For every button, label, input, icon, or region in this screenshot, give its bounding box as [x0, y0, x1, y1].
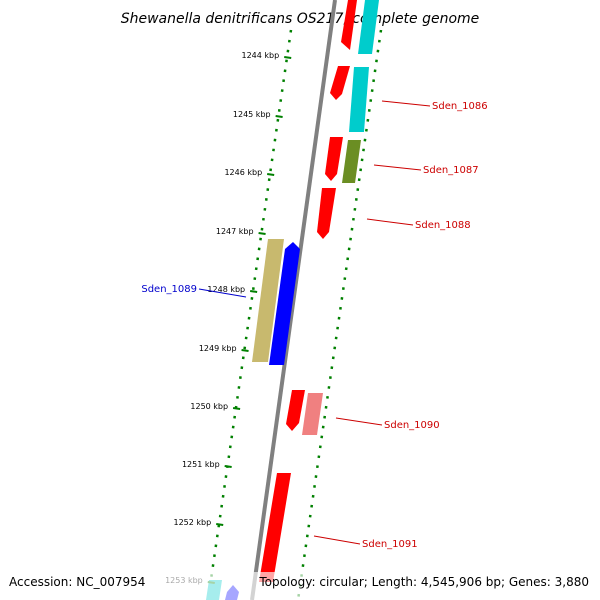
- kbp-tick-mark: [258, 232, 266, 235]
- gene-labels: Sden_1086 Sden_1087 Sden_1088 Sden_1089 Sden…: [141, 100, 488, 550]
- gene-red[interactable]: [325, 137, 343, 181]
- kbp-tick-label: 1251 kbp: [182, 460, 220, 469]
- gene-label[interactable]: Sden_1089: [141, 284, 197, 295]
- genome-backbone: [250, 0, 337, 600]
- gene-cyan[interactable]: [358, 0, 379, 54]
- gene-leader-line: [366, 218, 414, 226]
- kbp-tick-label: 1245 kbp: [233, 110, 271, 119]
- gene-leader-line: [381, 100, 431, 107]
- gene-leader-line: [373, 164, 422, 171]
- gene-label[interactable]: Sden_1090: [384, 420, 440, 431]
- gene-leader-line: [313, 535, 361, 545]
- gene-red[interactable]: [330, 66, 350, 100]
- kbp-tick-label: 1246 kbp: [224, 168, 262, 177]
- accession-text: Accession: NC_007954: [9, 575, 145, 589]
- footer-backdrop: [0, 572, 600, 600]
- kbp-tick-label: 1249 kbp: [199, 344, 237, 353]
- kbp-tick-label: 1248 kbp: [207, 285, 245, 294]
- kbp-tick-mark: [224, 465, 232, 468]
- gene-red[interactable]: [341, 0, 357, 50]
- gene-khaki[interactable]: [252, 239, 284, 362]
- kbp-tick-mark: [249, 290, 258, 293]
- kbp-tick-label: 1244 kbp: [242, 51, 280, 60]
- gene-blue[interactable]: [269, 242, 300, 365]
- kbp-tick-label: 1247 kbp: [216, 227, 254, 236]
- gene-label[interactable]: Sden_1086: [432, 101, 488, 112]
- map-title: Shewanella denitrificans OS217, complete…: [121, 11, 480, 27]
- gene-pink[interactable]: [302, 393, 323, 435]
- gene-olive[interactable]: [342, 140, 361, 183]
- left-tick-track: [206, 29, 293, 600]
- gene-leader-line: [198, 288, 247, 298]
- gene-red[interactable]: [286, 390, 305, 431]
- genes-layer: [206, 0, 379, 600]
- kbp-tick-label: 1252 kbp: [174, 518, 212, 527]
- kbp-tick-mark: [267, 173, 275, 176]
- kbp-tick-mark: [232, 407, 241, 410]
- kbp-tick-mark: [284, 56, 292, 59]
- right-tick-track: [296, 29, 383, 600]
- gene-label[interactable]: Sden_1091: [362, 539, 418, 550]
- kbp-tick-label: 1250 kbp: [190, 402, 228, 411]
- gene-label[interactable]: Sden_1088: [415, 220, 471, 231]
- kbp-tick-mark: [275, 115, 283, 118]
- kbp-tick-mark: [241, 349, 249, 352]
- gene-red[interactable]: [259, 473, 291, 582]
- gene-cyan[interactable]: [349, 67, 369, 132]
- gene-leader-line: [335, 417, 383, 426]
- topology-text: Topology: circular; Length: 4,545,906 bp…: [258, 575, 589, 589]
- gene-red[interactable]: [317, 188, 336, 239]
- gene-label[interactable]: Sden_1087: [423, 165, 479, 176]
- kbp-tick-mark: [216, 523, 224, 526]
